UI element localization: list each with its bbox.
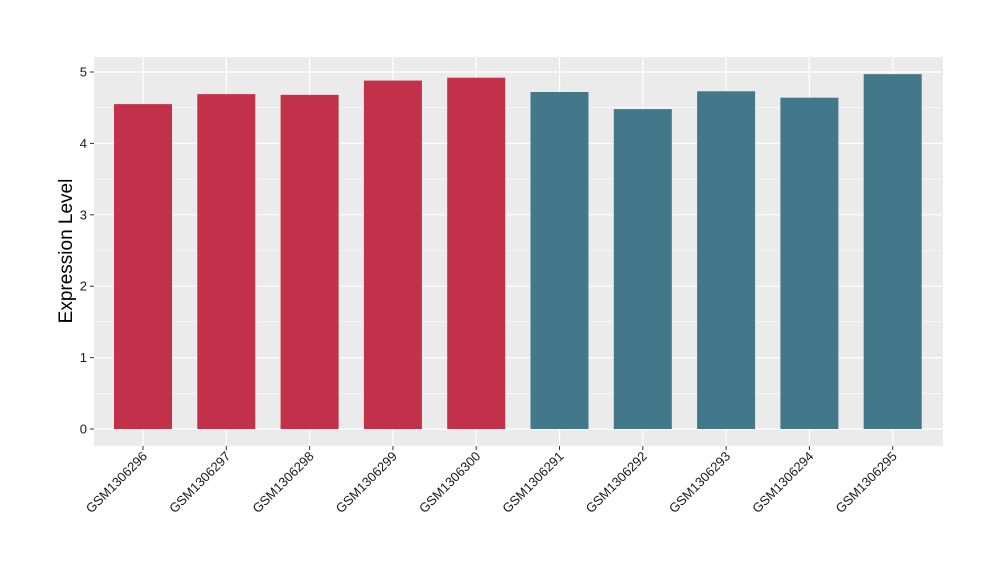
y-tick-label: 4 — [80, 136, 87, 151]
bar-GSM1306292 — [613, 109, 672, 430]
y-tick-label: 5 — [80, 65, 87, 80]
x-tick-label: GSM1306300 — [416, 449, 483, 516]
bar-GSM1306291 — [530, 91, 589, 429]
x-tick-label: GSM1306299 — [333, 449, 400, 516]
bar-GSM1306297 — [197, 94, 256, 429]
y-axis-title: Expression Level — [56, 179, 77, 324]
bar-GSM1306299 — [363, 80, 422, 430]
x-tick-label: GSM1306296 — [83, 449, 150, 516]
y-tick-label: 2 — [80, 279, 87, 294]
bar-GSM1306293 — [697, 91, 756, 429]
x-tick-label: GSM1306292 — [583, 449, 650, 516]
x-axis: GSM1306296 GSM1306297 GSM1306298 GSM1306299… — [83, 446, 900, 516]
bar-GSM1306295 — [863, 74, 922, 429]
bar-GSM1306298 — [280, 94, 339, 430]
y-axis: 0 1 2 3 4 5 — [80, 65, 94, 437]
x-tick-label: GSM1306298 — [249, 449, 316, 516]
y-tick-label: 1 — [80, 350, 87, 365]
y-tick-label: 0 — [80, 422, 87, 437]
bar-GSM1306296 — [114, 104, 172, 429]
y-tick-label: 3 — [80, 207, 87, 222]
x-tick-label: GSM1306297 — [166, 449, 233, 516]
x-tick-label: GSM1306294 — [749, 449, 816, 516]
bar-GSM1306300 — [447, 77, 506, 429]
bars — [114, 74, 922, 430]
x-tick-label: GSM1306291 — [499, 449, 566, 516]
x-tick-label: GSM1306295 — [832, 449, 899, 516]
x-tick-label: GSM1306293 — [666, 449, 733, 516]
bar-GSM1306294 — [780, 97, 839, 429]
